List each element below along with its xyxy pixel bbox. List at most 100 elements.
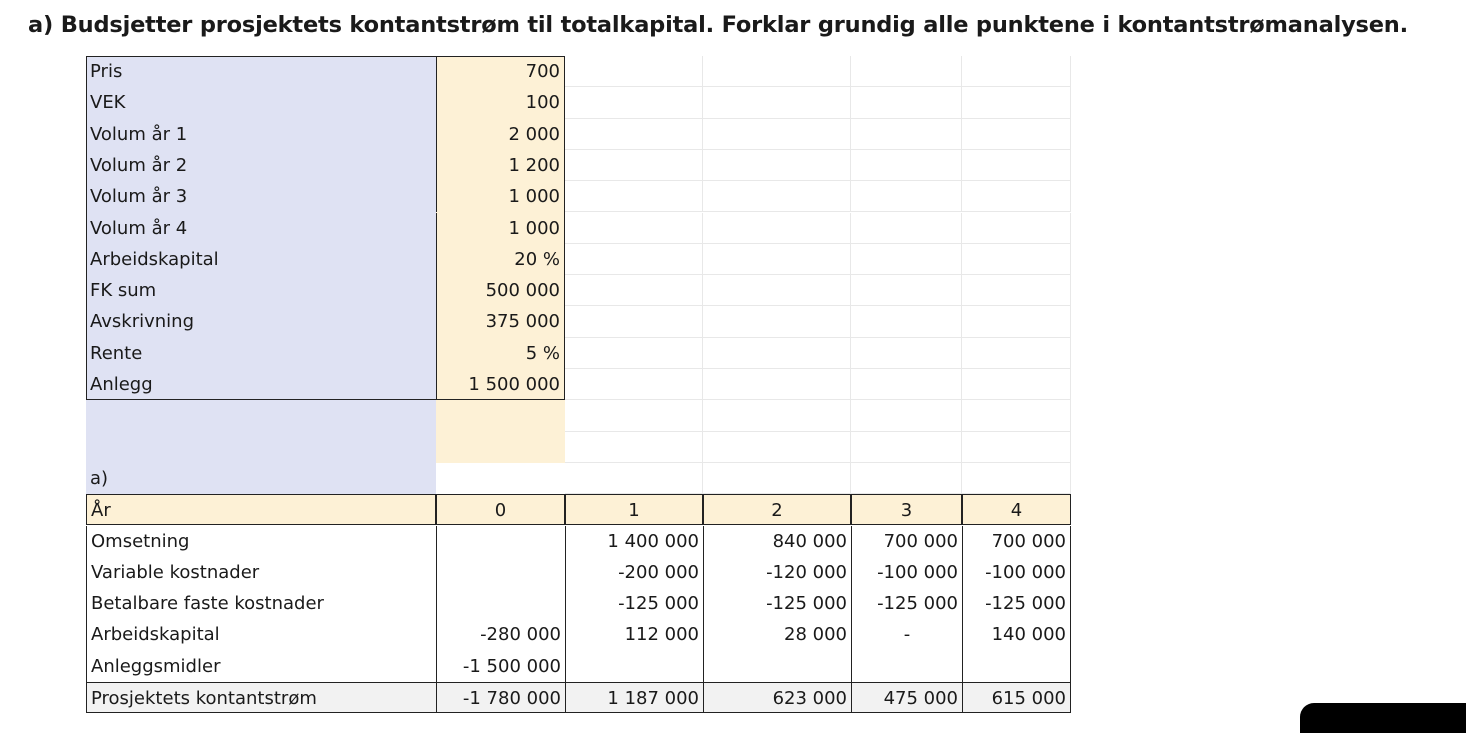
- assumption-label[interactable]: Avskrivning: [90, 311, 195, 333]
- empty-cell[interactable]: [851, 181, 962, 213]
- empty-cell[interactable]: [962, 149, 1071, 182]
- empty-cell[interactable]: [962, 243, 1071, 276]
- assumption-value[interactable]: 375 000: [436, 306, 565, 338]
- assumption-label[interactable]: Volum år 2: [90, 154, 188, 176]
- cashflow-cell[interactable]: -1 500 000: [436, 650, 565, 682]
- empty-cell[interactable]: [703, 118, 851, 150]
- empty-cell[interactable]: [703, 431, 851, 463]
- cashflow-cell[interactable]: 615 000: [962, 682, 1071, 714]
- empty-cell[interactable]: [962, 181, 1071, 213]
- cashflow-cell[interactable]: -125 000: [565, 588, 703, 620]
- empty-cell[interactable]: [703, 243, 851, 276]
- cashflow-cell[interactable]: 840 000: [703, 525, 851, 557]
- empty-cell[interactable]: [565, 369, 703, 401]
- empty-cell[interactable]: [851, 275, 962, 307]
- cashflow-cell[interactable]: 140 000: [962, 619, 1071, 651]
- empty-cell[interactable]: [962, 118, 1071, 150]
- table-header-label[interactable]: År: [86, 494, 436, 526]
- empty-cell[interactable]: [851, 243, 962, 276]
- assumption-label[interactable]: Anlegg: [86, 369, 436, 401]
- assumption-label[interactable]: Volum år 4: [90, 217, 188, 239]
- empty-cell[interactable]: [851, 431, 962, 463]
- cashflow-cell[interactable]: [962, 650, 1071, 682]
- empty-cell[interactable]: [565, 306, 703, 338]
- empty-cell[interactable]: [703, 275, 851, 307]
- empty-cell[interactable]: [703, 181, 851, 213]
- empty-cell[interactable]: [851, 212, 962, 244]
- empty-cell[interactable]: [851, 337, 962, 369]
- cashflow-cell[interactable]: -125 000: [962, 588, 1071, 620]
- empty-cell[interactable]: [565, 400, 703, 432]
- empty-cell[interactable]: [851, 462, 962, 495]
- cashflow-cell[interactable]: [436, 525, 565, 557]
- assumption-value[interactable]: 1 500 000: [436, 369, 565, 401]
- cashflow-row-label[interactable]: Betalbare faste kostnader: [86, 588, 436, 620]
- cashflow-cell[interactable]: -: [851, 619, 962, 651]
- empty-cell[interactable]: [703, 400, 851, 432]
- cashflow-cell[interactable]: 475 000: [851, 682, 962, 714]
- empty-cell[interactable]: [565, 87, 703, 119]
- empty-cell[interactable]: [962, 87, 1071, 119]
- empty-cell[interactable]: [962, 275, 1071, 307]
- assumption-label[interactable]: VEK: [90, 92, 126, 114]
- assumption-label[interactable]: Volum år 3: [90, 186, 188, 208]
- cashflow-cell[interactable]: 623 000: [703, 682, 851, 714]
- cashflow-cell[interactable]: -100 000: [962, 556, 1071, 589]
- cashflow-row-label[interactable]: Variable kostnader: [86, 556, 436, 589]
- empty-cell[interactable]: [962, 462, 1071, 495]
- cashflow-cell[interactable]: 700 000: [851, 525, 962, 557]
- cashflow-cell[interactable]: 1 187 000: [565, 682, 703, 714]
- assumption-value[interactable]: 1 000: [436, 212, 565, 244]
- empty-cell[interactable]: [962, 400, 1071, 432]
- table-header-year[interactable]: 1: [565, 494, 703, 526]
- cashflow-row-label[interactable]: Arbeidskapital: [86, 619, 436, 651]
- empty-cell[interactable]: [565, 275, 703, 307]
- empty-cell[interactable]: [962, 306, 1071, 338]
- empty-cell[interactable]: [703, 306, 851, 338]
- cashflow-cell[interactable]: [436, 556, 565, 589]
- cashflow-cell[interactable]: [565, 650, 703, 682]
- assumption-value[interactable]: 100: [436, 87, 565, 119]
- table-header-year[interactable]: 0: [436, 494, 565, 526]
- empty-cell[interactable]: [851, 87, 962, 119]
- empty-cell[interactable]: [703, 212, 851, 244]
- empty-cell[interactable]: [962, 431, 1071, 463]
- cashflow-cell[interactable]: [436, 588, 565, 620]
- empty-cell[interactable]: [851, 400, 962, 432]
- cashflow-cell[interactable]: -125 000: [703, 588, 851, 620]
- empty-cell[interactable]: [703, 149, 851, 182]
- assumption-label[interactable]: FK sum: [90, 280, 157, 302]
- cashflow-cell[interactable]: -1 780 000: [436, 682, 565, 714]
- assumption-value[interactable]: 1 200: [436, 149, 565, 182]
- empty-cell[interactable]: [851, 56, 962, 88]
- empty-cell[interactable]: [565, 243, 703, 276]
- empty-cell[interactable]: [565, 149, 703, 182]
- cashflow-cell[interactable]: 112 000: [565, 619, 703, 651]
- cashflow-cell[interactable]: [703, 650, 851, 682]
- cashflow-cell[interactable]: 700 000: [962, 525, 1071, 557]
- assumption-value[interactable]: 1 000: [436, 181, 565, 213]
- section-label[interactable]: a): [90, 467, 109, 489]
- empty-cell[interactable]: [851, 306, 962, 338]
- assumption-value[interactable]: 500 000: [436, 275, 565, 307]
- assumption-label[interactable]: Arbeidskapital: [90, 248, 219, 270]
- empty-cell[interactable]: [703, 337, 851, 369]
- assumption-value[interactable]: 2 000: [436, 118, 565, 150]
- cashflow-row-label[interactable]: Anleggsmidler: [86, 650, 436, 682]
- empty-cell[interactable]: [565, 118, 703, 150]
- assumption-value[interactable]: 700: [436, 56, 565, 88]
- cashflow-cell[interactable]: -120 000: [703, 556, 851, 589]
- assumption-value[interactable]: 20 %: [436, 243, 565, 276]
- assumption-label[interactable]: Rente: [90, 342, 143, 364]
- cashflow-cell[interactable]: -100 000: [851, 556, 962, 589]
- empty-cell[interactable]: [962, 56, 1071, 88]
- assumption-value[interactable]: 5 %: [436, 337, 565, 369]
- empty-cell[interactable]: [703, 369, 851, 401]
- empty-cell[interactable]: [962, 337, 1071, 369]
- empty-cell[interactable]: [565, 181, 703, 213]
- assumption-label[interactable]: Volum år 1: [90, 123, 188, 145]
- cashflow-cell[interactable]: [851, 650, 962, 682]
- empty-cell[interactable]: [851, 118, 962, 150]
- empty-cell[interactable]: [703, 462, 851, 495]
- empty-cell[interactable]: [565, 212, 703, 244]
